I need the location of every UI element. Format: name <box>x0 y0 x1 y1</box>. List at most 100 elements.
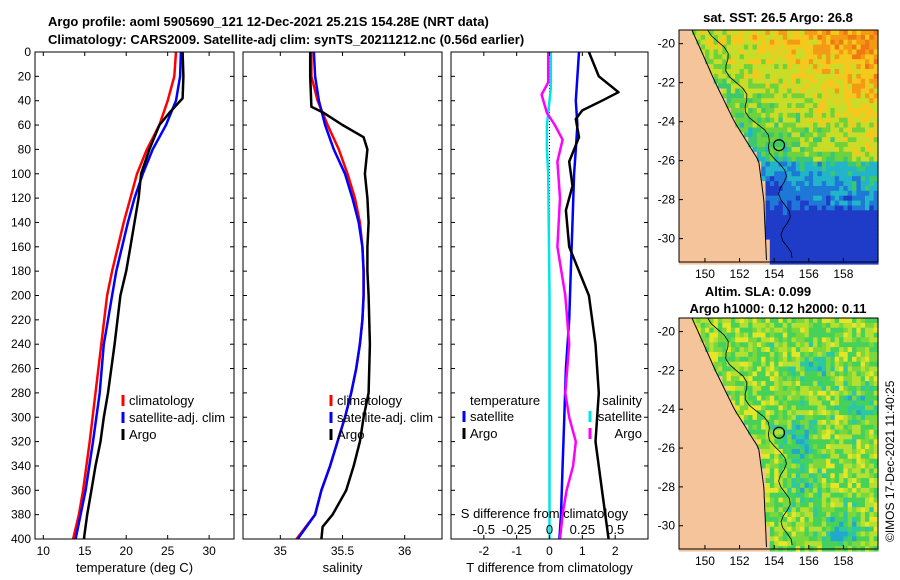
sst-map-cell <box>761 93 767 99</box>
sst-map-cell <box>795 181 801 187</box>
sst-map-cell <box>778 30 784 36</box>
sst-map-cell <box>709 142 715 148</box>
sst-map-cell <box>804 210 810 216</box>
sla-map-cell <box>826 381 831 387</box>
sst-map-cell <box>808 225 814 231</box>
sla-map-cell <box>696 371 702 377</box>
sst-map-cell <box>791 73 797 80</box>
sst-map-cell <box>765 210 771 216</box>
sst-map-cell <box>795 98 801 104</box>
sst-map-cell <box>692 151 697 158</box>
sst-map-cell <box>843 171 849 177</box>
sst-map-cell <box>826 181 831 187</box>
sst-map-cell <box>739 34 745 41</box>
sst-map-cell <box>756 78 762 85</box>
sla-map-cell <box>713 342 719 348</box>
sst-map-cell <box>808 54 814 60</box>
sla-map-cell <box>696 318 702 324</box>
sst-map-cell <box>830 34 836 41</box>
sla-map-cell <box>683 463 689 470</box>
sst-map-cell <box>748 195 754 202</box>
sla-map-cell <box>782 473 788 479</box>
sst-map-cell <box>787 98 793 104</box>
sst-map-cell <box>834 151 840 158</box>
sst-map-cell <box>795 220 801 226</box>
sst-map-cell <box>692 166 697 172</box>
sst-map-cell <box>852 30 857 36</box>
sla-map-cell <box>800 512 805 518</box>
sst-map-cell <box>834 69 840 75</box>
sst-map-cell <box>826 78 831 85</box>
sst-map-cell <box>717 103 723 109</box>
sla-map-cell <box>743 410 749 416</box>
sst-map-cell <box>791 195 797 202</box>
sst-map-cell <box>821 171 827 177</box>
sla-map-cell <box>808 356 814 363</box>
sla-map-cell <box>782 415 788 421</box>
sst-map-cell <box>778 171 784 177</box>
sst-map-cell <box>683 171 689 177</box>
sla-map-cell <box>705 356 710 363</box>
sla-map-cell <box>713 390 719 397</box>
sst-map-cell <box>865 220 870 226</box>
sla-map-cell <box>865 483 870 489</box>
sla-map-cell <box>795 541 801 547</box>
sla-map-cell <box>817 521 823 528</box>
sla-map-cell <box>856 458 862 465</box>
sst-map-cell <box>782 171 788 177</box>
sla-map-cell <box>739 424 745 431</box>
sla-map-cell <box>821 517 827 523</box>
sst-map-cell <box>726 244 732 250</box>
sla-map-cell <box>705 536 710 542</box>
sst-map-cell <box>787 205 793 211</box>
sst-map-cell <box>782 147 788 153</box>
sst-map-cell <box>856 137 862 143</box>
difference-profile-series-2 <box>545 52 553 539</box>
sla-map-cell <box>800 424 805 431</box>
sst-map-cell <box>852 147 857 153</box>
sla-map-cell <box>765 463 771 470</box>
sst-map-cell <box>791 83 797 90</box>
sst-map-cell <box>860 112 866 119</box>
sst-map-cell <box>804 249 810 255</box>
sst-map-cell <box>761 34 767 41</box>
sst-map-cell <box>826 142 831 148</box>
sla-map-cell <box>726 492 732 499</box>
sla-map-cell <box>730 453 736 460</box>
sla-map-cell <box>687 531 693 537</box>
sla-map-cell <box>705 487 710 494</box>
sla-map-cell <box>717 381 723 387</box>
difference-profile-xtick-label: 0 <box>546 544 553 558</box>
sla-map-cell <box>743 366 749 372</box>
sla-map-profile-marker <box>772 426 786 439</box>
sla-map-cell <box>843 517 849 523</box>
sst-map-cell <box>743 161 749 168</box>
sst-map-cell <box>717 239 723 246</box>
sst-map-cell <box>869 225 875 231</box>
sla-map-cell <box>808 429 814 436</box>
sst-map-cell <box>869 166 875 172</box>
sla-map-cell <box>705 385 710 392</box>
sla-map-cell <box>769 327 775 334</box>
sla-map-cell <box>739 318 745 324</box>
sst-map-cell <box>700 83 706 90</box>
sla-map-cell <box>696 531 702 537</box>
sla-map-cell <box>722 502 728 508</box>
sla-map-cell <box>739 483 745 489</box>
sst-map-cell <box>808 171 814 177</box>
sla-map-cell <box>860 405 866 411</box>
sla-map-cell <box>692 483 697 489</box>
sla-map-cell <box>800 376 805 382</box>
sst-map-cell <box>752 132 758 138</box>
sla-map-cell <box>722 371 728 377</box>
sla-map-cell <box>834 468 840 474</box>
sla-map-cell <box>765 361 771 368</box>
sst-map-cell <box>722 117 728 124</box>
sla-map-cell <box>761 517 767 523</box>
sla-map-cell <box>722 473 728 479</box>
sla-map-cell <box>769 512 775 518</box>
sla-map-cell <box>813 444 818 450</box>
sla-map-cell <box>687 419 693 426</box>
sla-map-cell <box>717 449 723 455</box>
sla-map-cell <box>826 332 831 339</box>
